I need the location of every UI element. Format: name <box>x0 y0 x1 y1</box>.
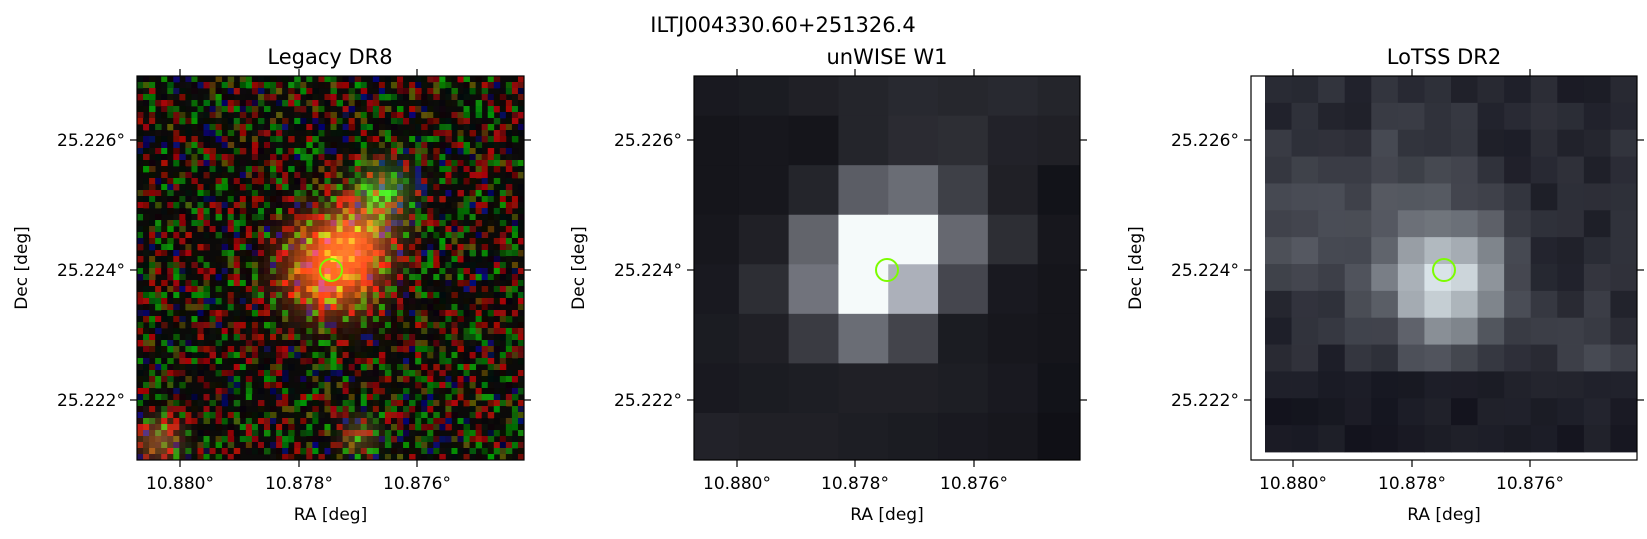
axes-layer: 10.880° 10.878° 10.876° 25.226° 25.224° 25.22… <box>12 69 1644 525</box>
source-marker <box>875 258 899 282</box>
x-axis-label: RA [deg] <box>1407 505 1480 525</box>
panel-unwise: unWISE W1 <box>693 45 1081 461</box>
x-tick-label: 10.878° <box>265 474 333 494</box>
panel-legacy: Legacy DR8 <box>136 45 525 461</box>
axes-frame <box>693 75 1081 461</box>
y-axis-label: Dec [deg] <box>12 226 32 310</box>
x-tick-label: 10.878° <box>821 474 889 494</box>
x-tick-label: 10.876° <box>940 474 1008 494</box>
y-tick-label: 25.224° <box>57 261 125 281</box>
panel-lotss: LoTSS DR2 <box>1250 45 1638 461</box>
y-axis-label: Dec [deg] <box>569 226 589 310</box>
unwise-pixel-image <box>694 76 1080 460</box>
x-tick-label: 10.876° <box>1496 474 1564 494</box>
panel-title: LoTSS DR2 <box>1387 45 1501 69</box>
source-marker <box>319 258 343 282</box>
y-tick-label: 25.226° <box>1171 131 1239 151</box>
lotss-pixel-image <box>1265 76 1638 453</box>
y-tick-label: 25.222° <box>1171 391 1239 411</box>
y-tick-label: 25.226° <box>57 131 125 151</box>
x-tick-label: 10.880° <box>146 474 214 494</box>
panel-title: Legacy DR8 <box>267 45 392 69</box>
axes-frame <box>136 75 525 461</box>
y-tick-label: 25.224° <box>1171 261 1239 281</box>
x-axis-label: RA [deg] <box>294 505 367 525</box>
figure-title: ILTJ004330.60+251326.4 <box>650 13 915 37</box>
source-marker <box>1432 258 1456 282</box>
axes-frame <box>1250 75 1638 461</box>
legacy-rgb-image <box>137 76 525 461</box>
x-tick-label: 10.880° <box>1259 474 1327 494</box>
panel-title: unWISE W1 <box>827 45 948 69</box>
y-tick-label: 25.222° <box>57 391 125 411</box>
x-tick-label: 10.880° <box>703 474 771 494</box>
y-tick-label: 25.222° <box>614 391 682 411</box>
y-axis-label: Dec [deg] <box>1126 226 1146 310</box>
x-axis-label: RA [deg] <box>850 505 923 525</box>
x-tick-label: 10.876° <box>383 474 451 494</box>
y-tick-label: 25.226° <box>614 131 682 151</box>
y-tick-label: 25.224° <box>614 261 682 281</box>
x-tick-label: 10.878° <box>1378 474 1446 494</box>
